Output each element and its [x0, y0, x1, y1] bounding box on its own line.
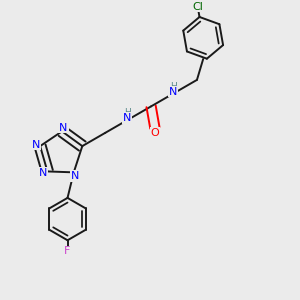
Text: F: F: [64, 247, 71, 256]
Text: H: H: [124, 108, 130, 117]
Text: Cl: Cl: [192, 2, 203, 11]
Text: N: N: [32, 140, 41, 149]
Text: O: O: [151, 128, 159, 138]
Text: N: N: [39, 168, 47, 178]
Text: N: N: [169, 87, 177, 97]
Text: H: H: [170, 82, 176, 91]
Text: N: N: [70, 171, 79, 181]
Text: N: N: [123, 113, 131, 123]
Text: N: N: [59, 123, 68, 133]
